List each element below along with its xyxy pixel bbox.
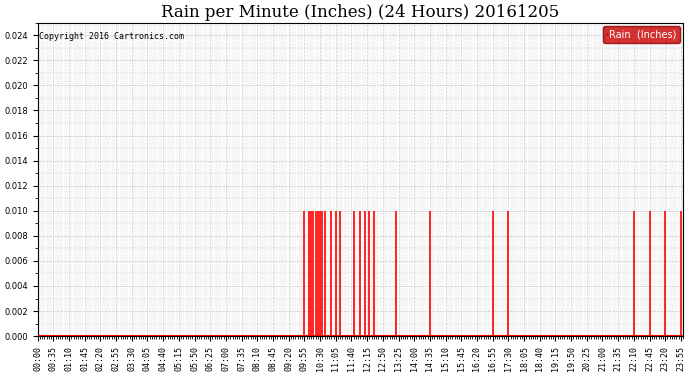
Title: Rain per Minute (Inches) (24 Hours) 20161205: Rain per Minute (Inches) (24 Hours) 2016…: [161, 4, 560, 21]
Legend: Rain  (Inches): Rain (Inches): [603, 26, 680, 44]
Text: Copyright 2016 Cartronics.com: Copyright 2016 Cartronics.com: [39, 32, 184, 41]
